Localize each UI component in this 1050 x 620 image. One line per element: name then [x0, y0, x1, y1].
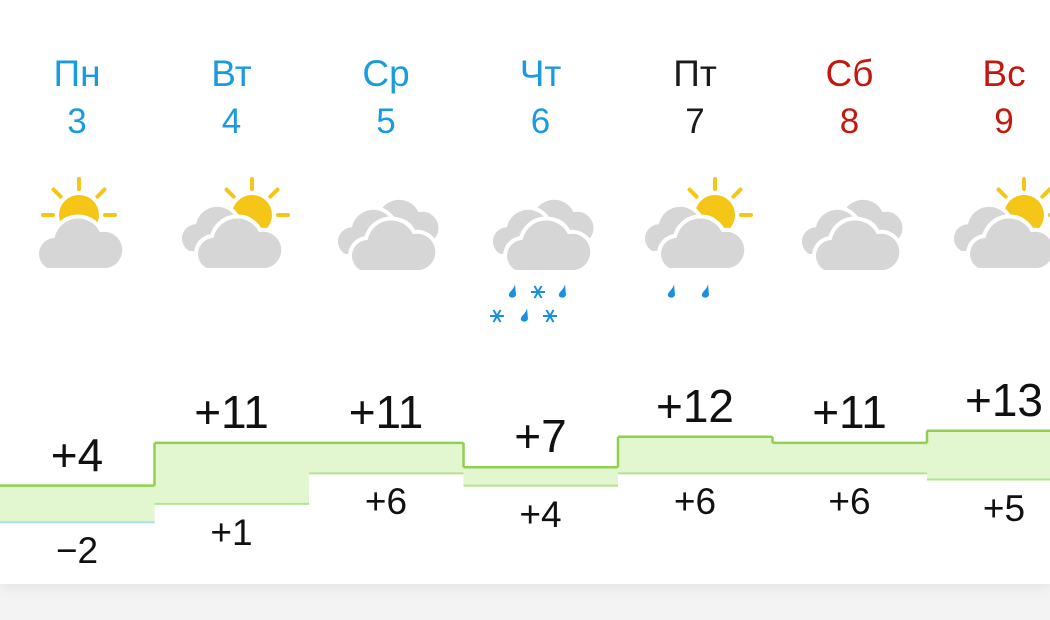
day-name: Пт	[673, 53, 717, 94]
day-header-6[interactable]: Вс 9	[927, 52, 1050, 144]
day-header-4[interactable]: Пт 7	[618, 52, 772, 144]
day-date: 9	[994, 102, 1014, 141]
day-date: 8	[839, 102, 860, 141]
partly-cloudy-icon	[927, 170, 1050, 340]
cloudy-icon	[309, 170, 463, 340]
low-temp: +6	[364, 481, 408, 523]
day-name: Чт	[519, 53, 562, 94]
temp-band-1	[154, 442, 309, 504]
temp-band-0	[0, 485, 155, 523]
day-date: 5	[376, 102, 396, 141]
high-temp: +11	[348, 385, 424, 438]
low-temp: −2	[55, 530, 99, 572]
temp-band-5	[772, 442, 927, 474]
day-header-5[interactable]: Сб 8	[773, 52, 927, 144]
weekly-forecast-card: Пн 3 +4 −2 Вт 4 +11 +1 Ср 5 +11 +6 Чт 6 +7 +4 Пт 7 +12 +6 Сб…	[0, 0, 1050, 584]
day-header-0[interactable]: Пн 3	[0, 52, 154, 144]
high-temp: +11	[194, 385, 269, 438]
day-date: 7	[685, 102, 705, 141]
day-date: 4	[221, 102, 242, 141]
low-temp: +5	[982, 487, 1026, 529]
temp-band-4	[618, 436, 773, 474]
low-temp: +6	[828, 481, 871, 523]
sun-behind-cloud-icon	[0, 170, 154, 340]
day-name: Ср	[362, 53, 410, 94]
day-name: Вт	[211, 53, 252, 94]
low-temp: +6	[673, 481, 717, 523]
temp-band-3	[463, 467, 618, 486]
high-temp: +7	[514, 410, 567, 463]
high-temp: +13	[964, 373, 1044, 426]
day-name: Вс	[982, 53, 1026, 94]
cloudy-icon	[464, 170, 618, 340]
temp-band-6	[927, 430, 1050, 480]
temp-band-2	[309, 442, 464, 474]
high-temp: +4	[50, 428, 104, 481]
day-name: Пн	[53, 53, 101, 94]
partly-cloudy-icon	[618, 170, 772, 340]
cloudy-icon	[773, 170, 927, 340]
low-temp: +4	[519, 493, 562, 535]
high-temp: +12	[655, 379, 735, 432]
day-header-1[interactable]: Вт 4	[155, 52, 309, 144]
day-date: 3	[67, 102, 87, 141]
day-name: Сб	[825, 53, 874, 94]
day-header-3[interactable]: Чт 6	[464, 52, 618, 144]
high-temp: +11	[812, 385, 887, 438]
partly-cloudy-icon	[155, 170, 309, 340]
day-header-2[interactable]: Ср 5	[309, 52, 463, 144]
low-temp: +1	[210, 511, 253, 553]
day-date: 6	[530, 102, 551, 141]
